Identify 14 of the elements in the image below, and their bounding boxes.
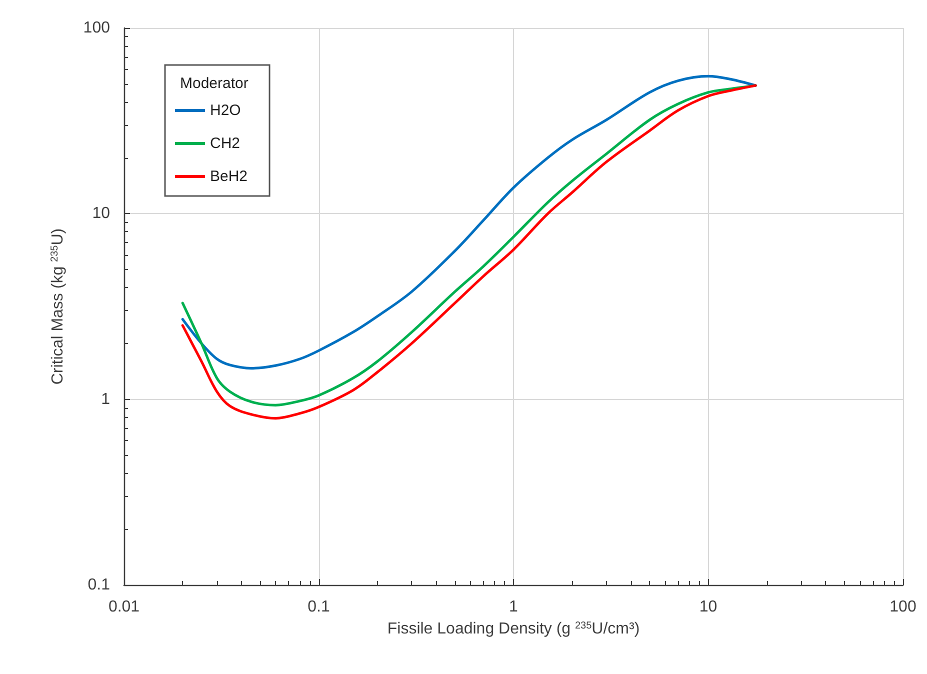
- y-tick-label: 1: [101, 390, 110, 408]
- legend-label: BeH2: [210, 168, 248, 185]
- legend-label: CH2: [210, 135, 240, 152]
- x-tick-label: 10: [699, 598, 718, 616]
- y-axis-title: Critical Mass (kg 235U): [50, 228, 66, 385]
- x-tick-label: 0.1: [308, 598, 330, 616]
- x-tick-label: 100: [890, 598, 916, 616]
- y-tick-label: 10: [92, 205, 110, 222]
- legend-label: H2O: [210, 102, 241, 119]
- legend-title: Moderator: [180, 75, 248, 92]
- y-tick-label: 100: [83, 20, 110, 36]
- y-tick-label: 0.1: [88, 576, 110, 594]
- x-tick-label: 1: [509, 598, 518, 616]
- x-tick-label: 0.01: [108, 598, 140, 616]
